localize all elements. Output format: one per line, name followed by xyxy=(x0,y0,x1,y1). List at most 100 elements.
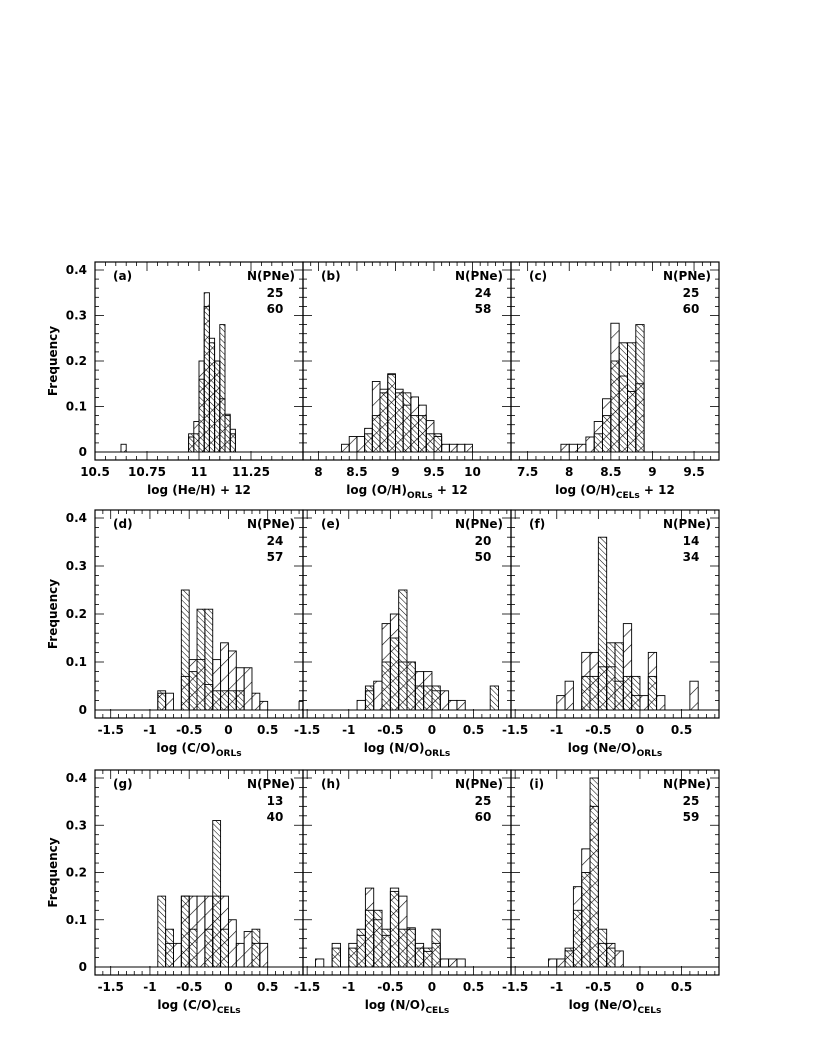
xtick-label: 0 xyxy=(636,980,644,994)
xtick-label: 9 xyxy=(648,465,656,479)
ytick-label: 0.4 xyxy=(66,263,87,277)
bar-sparse xyxy=(556,695,566,711)
ytick-label: 0.3 xyxy=(66,559,87,573)
ytick-label: 0.1 xyxy=(66,400,87,414)
bar-dense xyxy=(489,685,499,711)
xtick-label: -0.5 xyxy=(176,980,202,994)
sample-count: 58 xyxy=(475,302,492,316)
histogram-bars xyxy=(120,292,236,453)
bar-sparse xyxy=(689,680,699,711)
sample-count: 14 xyxy=(683,534,700,548)
bar-dense xyxy=(394,392,404,453)
sample-count: 60 xyxy=(267,302,284,316)
histogram-bars xyxy=(560,322,645,453)
xtick-label: -0.5 xyxy=(585,723,611,737)
ytick-label: 0.1 xyxy=(66,655,87,669)
x-axis-label: log (C/O)CELs xyxy=(157,998,240,1016)
bar-dense xyxy=(618,342,628,453)
bar-dense xyxy=(389,637,400,711)
bar-dense xyxy=(212,690,222,711)
xtick-label: 11.25 xyxy=(232,465,270,479)
legend-title: N(PNe) xyxy=(247,777,295,791)
bar-dense xyxy=(606,947,616,968)
panel-label: (g) xyxy=(113,777,133,791)
sample-count: 60 xyxy=(475,810,492,824)
panel-c: 7.5 8 8.5 9 9.5 log (O/H)CELs + 12 (c) N(PNe) 25… xyxy=(510,261,720,501)
bar-dense xyxy=(203,305,210,453)
bar-sparse xyxy=(568,443,579,453)
xtick-label: -1.5 xyxy=(502,980,528,994)
x-axis-label: log (Ne/O)CELs xyxy=(569,998,662,1016)
sample-count: 25 xyxy=(267,286,284,300)
bar-dense xyxy=(371,415,381,453)
bar-dense xyxy=(589,675,599,711)
bar-sparse xyxy=(556,958,566,968)
bar-dense xyxy=(373,909,383,968)
bar-sparse xyxy=(456,958,466,968)
sample-count: 34 xyxy=(683,550,700,564)
xtick-label: 0.5 xyxy=(671,723,692,737)
xtick-label: -1 xyxy=(550,980,563,994)
bar-sparse xyxy=(259,942,269,968)
ytick-label: 0.3 xyxy=(66,309,87,323)
sample-count: 25 xyxy=(683,794,700,808)
bar-dense xyxy=(606,642,616,711)
bar-dense xyxy=(597,536,608,711)
xtick-label: 10.5 xyxy=(80,465,110,479)
bar-dense xyxy=(631,675,641,711)
bar-dense xyxy=(165,928,174,968)
bar-dense xyxy=(398,928,408,968)
panel-label: (a) xyxy=(113,269,132,283)
bar-dense xyxy=(410,415,420,453)
bar-sparse xyxy=(196,895,206,968)
xtick-label: 0 xyxy=(636,723,644,737)
bar-sparse xyxy=(439,690,450,711)
panel-label: (e) xyxy=(321,517,340,531)
panel-g: 0 0.1 0.2 0.3 0.4 Frequency -1.5 -1 -0.5 0 0.5 log … xyxy=(46,769,304,1016)
bar-sparse xyxy=(448,443,458,453)
legend-title: N(PNe) xyxy=(455,269,503,283)
xtick-label: -0.5 xyxy=(377,723,403,737)
sample-count: 40 xyxy=(267,810,284,824)
bar-dense xyxy=(198,378,205,453)
bar-dense xyxy=(593,433,603,453)
xtick-label: -0.5 xyxy=(585,980,611,994)
bar-sparse xyxy=(547,958,558,968)
bar-sparse xyxy=(356,699,366,711)
bar-dense xyxy=(414,685,425,711)
panel-label: (b) xyxy=(321,269,341,283)
bar-dense xyxy=(564,947,574,968)
bar-sparse xyxy=(448,958,458,968)
y-axis-label: Frequency xyxy=(46,579,60,649)
panel-i: -1.5 -1 -0.5 0 0.5 log (Ne/O)CELs (i) N(PNe) 25 5… xyxy=(502,769,720,1016)
bar-dense xyxy=(224,415,231,453)
bar-dense xyxy=(627,342,637,453)
ytick-label: 0.3 xyxy=(66,818,87,832)
legend-title: N(PNe) xyxy=(455,777,503,791)
bar-dense xyxy=(398,589,408,711)
bar-dense xyxy=(196,608,206,711)
x-axis-label: log (Ne/O)ORLs xyxy=(568,741,663,759)
xtick-label: 8.5 xyxy=(600,465,621,479)
bar-dense xyxy=(157,690,167,711)
bar-sparse xyxy=(564,680,574,711)
y-axis-label: Frequency xyxy=(46,326,60,396)
legend-title: N(PNe) xyxy=(247,517,295,531)
xtick-label: -1 xyxy=(143,723,156,737)
sample-count: 24 xyxy=(475,286,492,300)
x-axis-label: log (N/O)ORLs xyxy=(364,741,450,759)
bar-sparse xyxy=(639,695,649,711)
bar-sparse xyxy=(439,958,450,968)
bar-sparse xyxy=(259,700,269,711)
bar-dense xyxy=(220,928,229,968)
xtick-label: -1.5 xyxy=(294,980,320,994)
bar-dense xyxy=(235,690,245,711)
bar-dense xyxy=(381,661,391,711)
ytick-label: 0 xyxy=(79,960,87,974)
xtick-label: 9 xyxy=(391,465,399,479)
bar-sparse xyxy=(577,443,587,453)
bar-sparse xyxy=(614,950,624,968)
x-axis-label: log (O/H)CELs + 12 xyxy=(555,483,675,501)
bar-dense xyxy=(418,415,427,453)
bar-dense xyxy=(204,608,214,711)
